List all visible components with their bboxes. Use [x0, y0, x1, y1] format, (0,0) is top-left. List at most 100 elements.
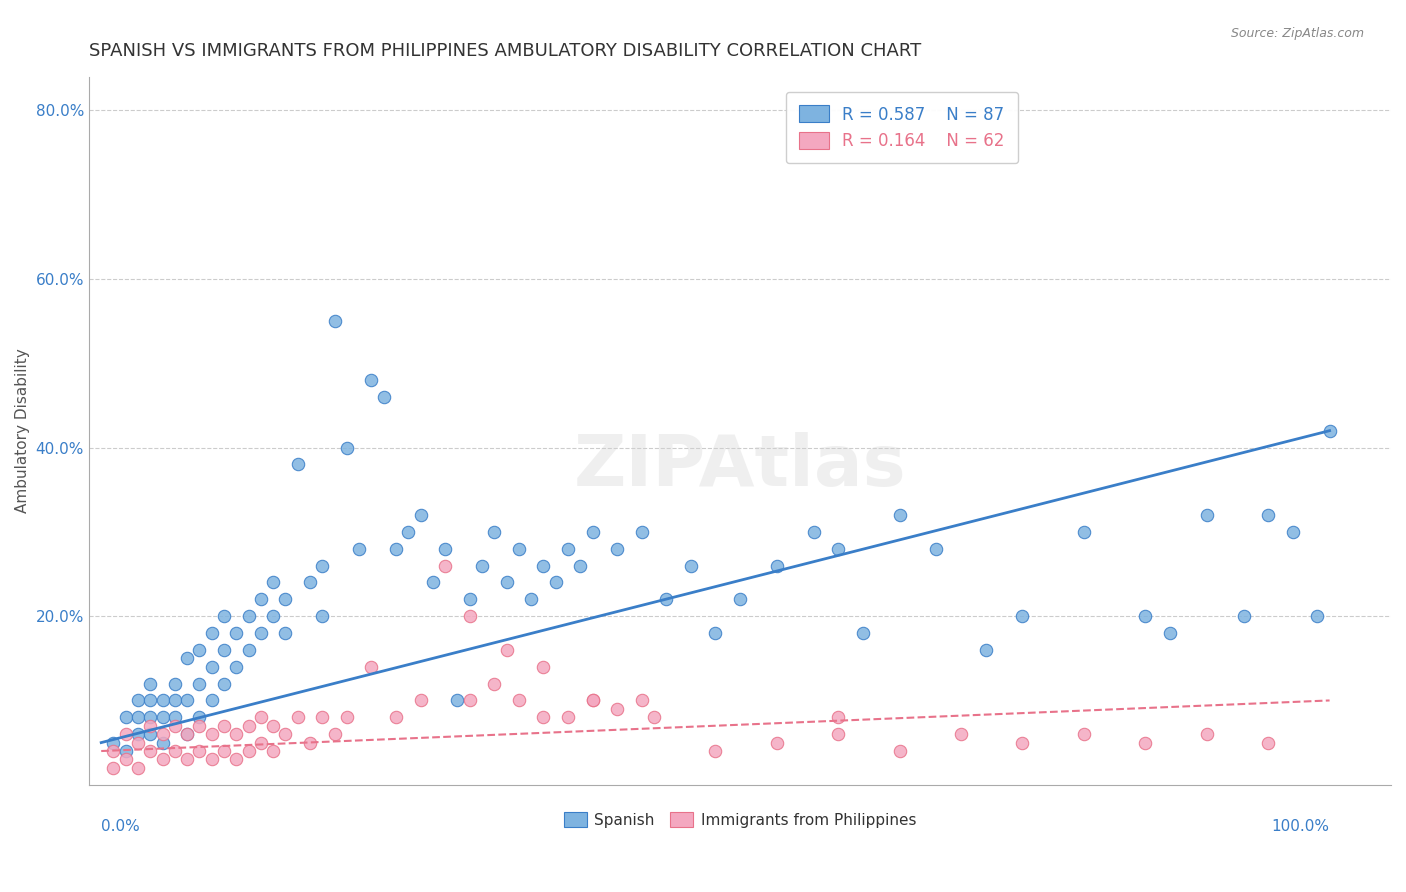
Point [103, 744, 125, 758]
Text: 0.0%: 0.0% [101, 819, 141, 834]
Point [139, 727, 162, 741]
Point [1135, 609, 1157, 624]
Point [1232, 609, 1254, 624]
Point [201, 752, 224, 766]
Point [458, 609, 481, 624]
Point [188, 643, 211, 657]
Point [950, 727, 973, 741]
Point [531, 710, 554, 724]
Point [827, 710, 849, 724]
Point [1281, 524, 1303, 539]
Point [557, 541, 579, 556]
Point [262, 609, 284, 624]
Point [139, 710, 162, 724]
Point [163, 710, 186, 724]
Point [889, 744, 911, 758]
Point [114, 727, 136, 741]
Point [458, 592, 481, 607]
Point [1195, 508, 1218, 522]
Text: ZIPAtlas: ZIPAtlas [574, 432, 907, 500]
Point [212, 609, 235, 624]
Point [336, 710, 359, 724]
Point [347, 541, 370, 556]
Point [508, 541, 530, 556]
Point [212, 643, 235, 657]
Point [630, 693, 652, 707]
Point [176, 651, 198, 665]
Point [176, 752, 198, 766]
Point [103, 761, 125, 775]
Text: Source: ZipAtlas.com: Source: ZipAtlas.com [1230, 27, 1364, 40]
Point [250, 626, 273, 640]
Point [188, 744, 211, 758]
Point [127, 727, 149, 741]
Point [1257, 508, 1279, 522]
Point [495, 643, 517, 657]
Point [852, 626, 875, 640]
Point [152, 752, 174, 766]
Point [1306, 609, 1329, 624]
Point [803, 524, 825, 539]
Point [139, 719, 162, 733]
Point [581, 693, 603, 707]
Point [704, 744, 727, 758]
Point [569, 558, 592, 573]
Point [152, 693, 174, 707]
Point [225, 752, 247, 766]
Point [212, 744, 235, 758]
Point [163, 719, 186, 733]
Point [176, 727, 198, 741]
Point [396, 524, 419, 539]
Point [422, 575, 444, 590]
Point [201, 727, 224, 741]
Point [471, 558, 494, 573]
Point [250, 592, 273, 607]
Point [152, 727, 174, 741]
Point [250, 710, 273, 724]
Point [299, 736, 322, 750]
Point [127, 693, 149, 707]
Text: SPANISH VS IMMIGRANTS FROM PHILIPPINES AMBULATORY DISABILITY CORRELATION CHART: SPANISH VS IMMIGRANTS FROM PHILIPPINES A… [89, 42, 921, 60]
Point [520, 592, 543, 607]
Point [225, 659, 247, 673]
Point [323, 314, 346, 328]
Point [152, 736, 174, 750]
Point [630, 524, 652, 539]
Point [606, 541, 628, 556]
Point [176, 727, 198, 741]
Point [163, 676, 186, 690]
Legend: Spanish, Immigrants from Philippines: Spanish, Immigrants from Philippines [558, 805, 922, 834]
Text: 100.0%: 100.0% [1271, 819, 1330, 834]
Point [250, 736, 273, 750]
Point [434, 558, 457, 573]
Point [1319, 424, 1341, 438]
Point [212, 676, 235, 690]
Point [360, 659, 382, 673]
Point [581, 693, 603, 707]
Point [360, 373, 382, 387]
Point [139, 676, 162, 690]
Point [262, 719, 284, 733]
Point [1257, 736, 1279, 750]
Point [336, 441, 359, 455]
Point [188, 710, 211, 724]
Point [274, 626, 297, 640]
Point [139, 693, 162, 707]
Point [139, 744, 162, 758]
Point [127, 710, 149, 724]
Point [458, 693, 481, 707]
Point [299, 575, 322, 590]
Point [409, 693, 432, 707]
Point [508, 693, 530, 707]
Point [225, 727, 247, 741]
Point [238, 744, 260, 758]
Point [152, 710, 174, 724]
Point [287, 458, 309, 472]
Point [114, 744, 136, 758]
Point [581, 524, 603, 539]
Point [287, 710, 309, 724]
Point [484, 524, 506, 539]
Point [1011, 609, 1033, 624]
Point [765, 736, 787, 750]
Point [262, 575, 284, 590]
